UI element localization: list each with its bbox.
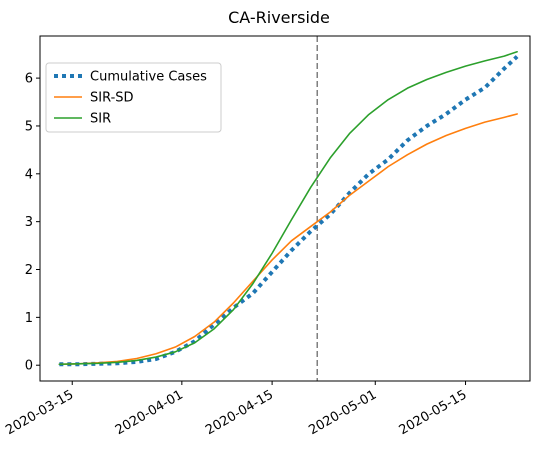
x-tick-label: 2020-03-15 bbox=[3, 387, 76, 438]
y-tick-label: 0 bbox=[25, 359, 33, 374]
chart-title: CA-Riverside bbox=[228, 8, 330, 27]
y-tick-label: 4 bbox=[25, 167, 33, 182]
series-line-0 bbox=[59, 55, 519, 367]
x-tick-label: 2020-04-15 bbox=[203, 387, 276, 438]
legend-label-1: SIR-SD bbox=[90, 91, 134, 106]
x-tick-label: 2020-04-01 bbox=[113, 387, 186, 438]
legend-label-2: SIR bbox=[90, 112, 111, 127]
y-tick-label: 2 bbox=[25, 263, 33, 278]
y-tick-label: 3 bbox=[25, 215, 33, 230]
plot-frame bbox=[39, 35, 531, 382]
y-tick-label: 6 bbox=[25, 72, 33, 87]
legend-box bbox=[45, 62, 222, 133]
plot-area bbox=[58, 36, 519, 381]
legend: Cumulative Cases SIR-SD SIR bbox=[45, 62, 222, 133]
legend-label-0: Cumulative Cases bbox=[90, 70, 207, 85]
series-line-1 bbox=[58, 113, 518, 366]
y-tick-label: 1 bbox=[25, 311, 33, 326]
x-tick-label: 2020-05-01 bbox=[306, 387, 379, 438]
y-tick-label: 5 bbox=[25, 119, 33, 134]
x-tick-label: 2020-05-15 bbox=[397, 387, 470, 438]
series-line-2 bbox=[58, 50, 518, 366]
